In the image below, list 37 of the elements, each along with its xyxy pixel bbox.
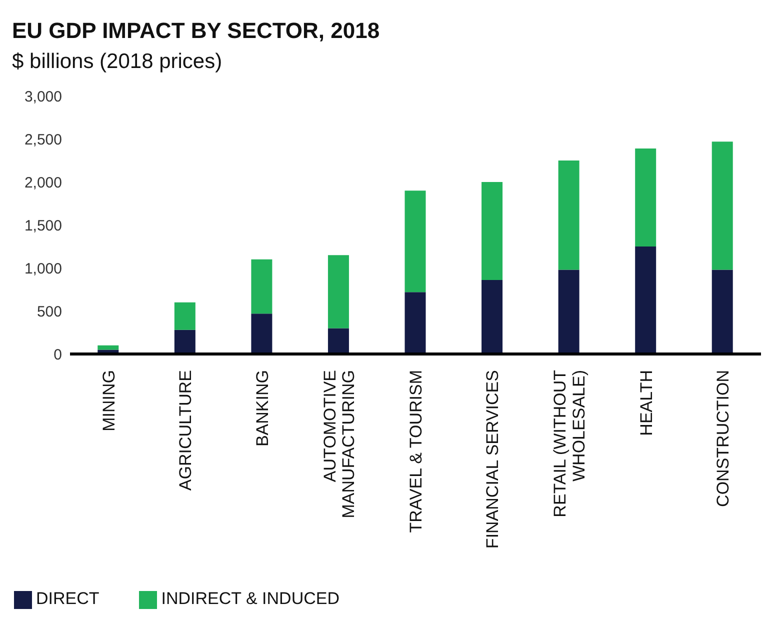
y-tick-label: 2,500 bbox=[24, 131, 62, 148]
x-tick-label: AUTOMOTIVE MANUFACTURING bbox=[320, 370, 358, 518]
bar bbox=[558, 270, 580, 354]
bar bbox=[251, 314, 272, 354]
bar bbox=[98, 345, 119, 350]
x-tick-label: FINANCIAL SERVICES bbox=[483, 370, 502, 549]
bar bbox=[635, 148, 656, 246]
bar bbox=[712, 142, 733, 270]
bar bbox=[712, 270, 733, 354]
x-tick-label: AGRICULTURE bbox=[176, 370, 196, 491]
bar bbox=[404, 190, 426, 292]
bar bbox=[328, 255, 349, 328]
bar bbox=[404, 292, 426, 354]
y-tick-label: 1,000 bbox=[24, 260, 62, 278]
x-tick-label: TRAVEL & TOURISM bbox=[406, 370, 426, 533]
chart-subtitle: $ billions (2018 prices) bbox=[11, 50, 224, 74]
bar bbox=[174, 302, 196, 330]
legend-label: INDIRECT & INDUCED bbox=[161, 589, 340, 608]
y-tick-label: 1,500 bbox=[24, 217, 62, 234]
y-tick-label: 3,000 bbox=[24, 88, 62, 106]
y-tick-label: 500 bbox=[36, 303, 62, 320]
legend-label: DIRECT bbox=[36, 589, 100, 608]
chart-title: EU GDP IMPACT BY SECTOR, 2018 bbox=[11, 17, 381, 44]
bar bbox=[328, 328, 349, 354]
bar bbox=[174, 330, 196, 354]
y-tick-label: 2,000 bbox=[24, 174, 62, 192]
y-tick-label: 0 bbox=[54, 346, 62, 364]
bar bbox=[482, 182, 503, 280]
bar bbox=[251, 259, 272, 314]
x-tick-label: CONSTRUCTION bbox=[714, 370, 733, 507]
x-tick-label: RETAIL (WITHOUT WHOLESALE) bbox=[550, 370, 588, 518]
bar bbox=[635, 246, 656, 354]
bar bbox=[482, 280, 503, 354]
x-tick-label: HEALTH bbox=[636, 370, 656, 436]
x-tick-label: MINING bbox=[99, 370, 118, 432]
bar bbox=[558, 160, 580, 270]
x-tick-label: BANKING bbox=[252, 370, 272, 447]
